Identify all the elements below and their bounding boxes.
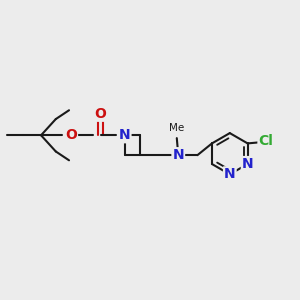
Text: N: N <box>224 167 236 181</box>
Text: N: N <box>119 128 130 142</box>
Text: O: O <box>94 107 106 121</box>
Text: N: N <box>242 157 254 171</box>
Text: Me: Me <box>169 123 184 133</box>
Text: O: O <box>65 128 77 142</box>
Text: N: N <box>172 148 184 162</box>
Text: Cl: Cl <box>259 134 273 148</box>
